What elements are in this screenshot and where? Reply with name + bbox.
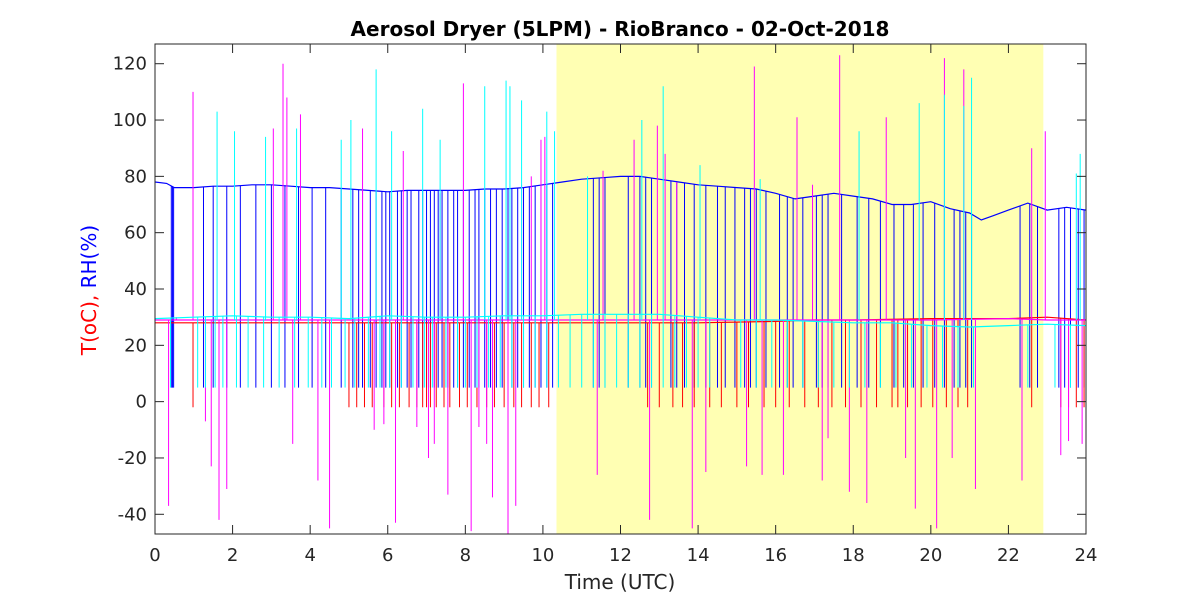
y-axis-label-temperature: T(oC),	[77, 295, 101, 356]
axes: 0 2 4 6 8 10 12 14 16 18 20 22 24-40-200204060801001…	[113, 43, 1098, 566]
y-axis-label-humidity: RH(%)	[77, 225, 101, 295]
x-axis-label: Time (UTC)	[564, 570, 676, 594]
x-tick-label: 24	[1075, 545, 1098, 566]
x-tick-label: 4	[304, 545, 315, 566]
x-tick-label: 10	[531, 545, 554, 566]
y-tick-label: 120	[113, 54, 147, 75]
x-tick-label: 2	[227, 545, 238, 566]
y-axis-label: T(oC), RH(%)	[77, 225, 101, 356]
x-tick-label: 8	[460, 545, 471, 566]
y-tick-label: -40	[118, 504, 147, 525]
shaded-region	[556, 44, 1044, 534]
x-tick-label: 18	[842, 545, 865, 566]
y-tick-label: 60	[124, 223, 147, 244]
x-tick-label: 20	[919, 545, 942, 566]
y-tick-label: 20	[124, 335, 147, 356]
y-tick-label: 80	[124, 166, 147, 187]
x-tick-label: 16	[764, 545, 787, 566]
series-line-2	[155, 316, 1087, 324]
series-line-4	[155, 317, 1086, 321]
x-tick-label: 12	[609, 545, 632, 566]
y-tick-label: 100	[113, 110, 147, 131]
x-tick-label: 0	[149, 545, 160, 566]
y-tick-label: 40	[124, 279, 147, 300]
x-tick-label: 14	[687, 545, 710, 566]
series-line-0	[154, 175, 1087, 221]
chart-title: Aerosol Dryer (5LPM) - RioBranco - 02-Oc…	[351, 17, 890, 41]
series-line-6	[154, 313, 1087, 328]
y-tick-label: -20	[118, 448, 147, 469]
plot-area	[154, 44, 1087, 534]
x-tick-label: 6	[382, 545, 393, 566]
x-tick-label: 22	[997, 545, 1020, 566]
y-tick-label: 0	[136, 392, 147, 413]
